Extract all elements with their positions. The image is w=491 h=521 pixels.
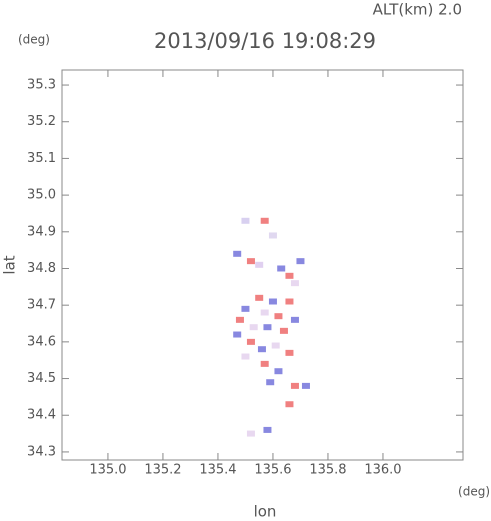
y-tick-label: 35.0 bbox=[27, 188, 56, 203]
radar-echo bbox=[249, 324, 258, 331]
radar-echo bbox=[233, 250, 242, 257]
radar-echo bbox=[290, 316, 299, 323]
radar-echo bbox=[235, 316, 244, 323]
radar-echo bbox=[268, 232, 277, 239]
y-tick-label: 34.4 bbox=[27, 408, 56, 423]
radar-echo bbox=[296, 258, 305, 265]
radar-echo bbox=[260, 217, 269, 224]
y-tick-label: 34.6 bbox=[27, 334, 56, 349]
radar-echo bbox=[246, 258, 255, 265]
radar-echo bbox=[263, 426, 272, 433]
radar-echo bbox=[233, 331, 242, 338]
y-tick-label: 34.8 bbox=[27, 261, 56, 276]
radar-echo bbox=[246, 430, 255, 437]
radar-echo bbox=[260, 309, 269, 316]
altitude-label: ALT(km) 2.0 bbox=[373, 1, 462, 19]
y-tick-label: 34.7 bbox=[27, 298, 56, 313]
radar-echo bbox=[268, 298, 277, 305]
y-axis-label: lat bbox=[1, 255, 19, 274]
x-tick-label: 135.6 bbox=[254, 463, 291, 478]
y-unit: (deg) bbox=[18, 33, 50, 47]
y-tick-label: 34.3 bbox=[27, 444, 56, 459]
x-tick-label: 135.4 bbox=[199, 463, 236, 478]
radar-echo bbox=[241, 217, 250, 224]
y-tick-label: 35.1 bbox=[27, 151, 56, 166]
x-tick-label: 135.0 bbox=[89, 463, 126, 478]
chart-title: 2013/09/16 19:08:29 bbox=[154, 29, 376, 53]
radar-echo bbox=[285, 272, 294, 279]
plot-frame bbox=[61, 69, 464, 461]
radar-echo bbox=[271, 342, 280, 349]
radar-echo bbox=[285, 349, 294, 356]
radar-echo bbox=[277, 265, 286, 272]
radar-echo bbox=[290, 382, 299, 389]
x-tick-label: 135.2 bbox=[144, 463, 181, 478]
radar-echo bbox=[241, 305, 250, 312]
x-axis-label: lon bbox=[254, 503, 277, 521]
radar-echo bbox=[285, 298, 294, 305]
y-tick-label: 35.3 bbox=[27, 78, 56, 93]
radar-echo bbox=[274, 368, 283, 375]
radar-echo bbox=[255, 261, 264, 268]
radar-echo bbox=[279, 327, 288, 334]
radar-echo bbox=[255, 294, 264, 301]
radar-echo bbox=[257, 346, 266, 353]
radar-echo bbox=[266, 379, 275, 386]
y-tick-label: 35.2 bbox=[27, 114, 56, 129]
radar-echo bbox=[285, 401, 294, 408]
radar-echo bbox=[263, 324, 272, 331]
radar-echo bbox=[290, 280, 299, 287]
radar-echo bbox=[274, 313, 283, 320]
radar-echo bbox=[241, 353, 250, 360]
x-tick-label: 136.0 bbox=[364, 463, 401, 478]
radar-echo bbox=[301, 382, 310, 389]
radar-echo bbox=[246, 338, 255, 345]
x-unit: (deg) bbox=[458, 485, 490, 499]
y-tick-label: 34.9 bbox=[27, 224, 56, 239]
y-tick-label: 34.5 bbox=[27, 371, 56, 386]
radar-echo bbox=[260, 360, 269, 367]
x-tick-label: 135.8 bbox=[309, 463, 346, 478]
